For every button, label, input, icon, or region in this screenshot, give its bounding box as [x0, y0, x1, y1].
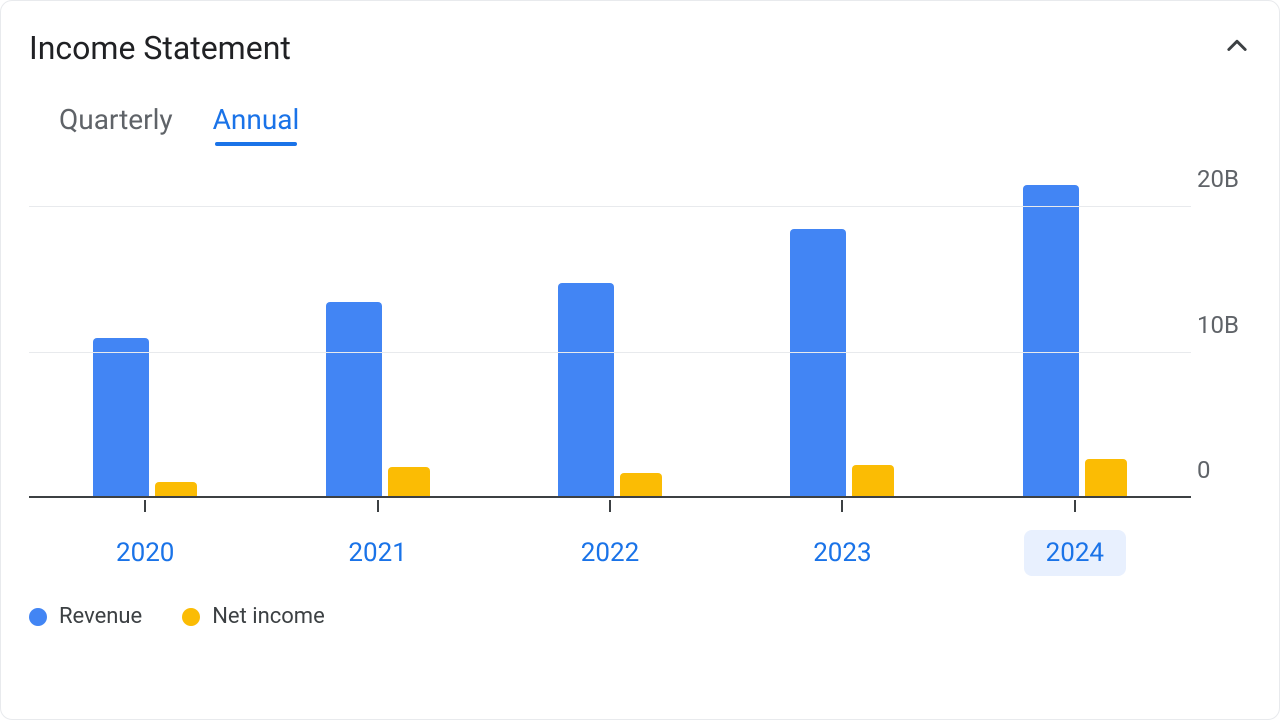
x-tick — [841, 500, 843, 512]
x-axis-labels: 2020 2021 2022 2023 2024 — [29, 530, 1191, 576]
bar-net-income[interactable] — [388, 467, 430, 498]
x-label-cell: 2022 — [494, 530, 726, 576]
year-label-2023[interactable]: 2023 — [791, 530, 893, 576]
x-tick — [144, 500, 146, 512]
y-tick-label: 0 — [1197, 456, 1251, 484]
bar-net-income[interactable] — [1085, 459, 1127, 498]
y-tick-label: 20B — [1197, 165, 1251, 193]
chevron-up-icon[interactable] — [1223, 32, 1251, 64]
x-label-cell: 2021 — [261, 530, 493, 576]
legend-swatch-netincome — [182, 608, 200, 626]
legend-item-revenue: Revenue — [29, 604, 142, 629]
x-label-cell: 2020 — [29, 530, 261, 576]
x-label-cell: 2024 — [959, 530, 1191, 576]
bar-groups — [29, 178, 1191, 498]
x-label-cell: 2023 — [726, 530, 958, 576]
income-chart: 0 10B 20B 2020 2021 2022 2023 2024 — [1, 168, 1279, 576]
card-title: Income Statement — [29, 29, 291, 67]
bar-revenue[interactable] — [326, 302, 382, 498]
legend-swatch-revenue — [29, 608, 47, 626]
tab-quarterly[interactable]: Quarterly — [59, 103, 173, 144]
gridline — [29, 352, 1191, 353]
x-tick — [1074, 500, 1076, 512]
bar-group — [959, 178, 1191, 498]
year-label-2021[interactable]: 2021 — [326, 530, 428, 576]
bar-revenue[interactable] — [558, 283, 614, 498]
gridline — [29, 206, 1191, 207]
x-tick — [377, 500, 379, 512]
income-statement-card: Income Statement Quarterly Annual 0 10B 20… — [0, 0, 1280, 720]
bar-net-income[interactable] — [620, 473, 662, 498]
year-label-2024[interactable]: 2024 — [1024, 530, 1126, 576]
bar-group — [29, 178, 261, 498]
x-tick — [609, 500, 611, 512]
tab-annual[interactable]: Annual — [213, 103, 300, 144]
bar-revenue[interactable] — [93, 338, 149, 498]
x-axis-line — [29, 496, 1191, 498]
bar-revenue[interactable] — [1023, 185, 1079, 498]
card-header: Income Statement — [1, 1, 1279, 83]
bar-group — [261, 178, 493, 498]
bar-revenue[interactable] — [790, 229, 846, 498]
legend-label-netincome: Net income — [212, 604, 325, 629]
period-tabs: Quarterly Annual — [1, 83, 1279, 168]
y-tick-label: 10B — [1197, 311, 1251, 339]
bar-net-income[interactable] — [852, 465, 894, 498]
bar-group — [494, 178, 726, 498]
legend-item-netincome: Net income — [182, 604, 325, 629]
year-label-2022[interactable]: 2022 — [559, 530, 661, 576]
legend-label-revenue: Revenue — [59, 604, 142, 629]
chart-legend: Revenue Net income — [1, 576, 1279, 629]
bar-group — [726, 178, 958, 498]
chart-plot-area: 010B20B — [29, 178, 1251, 498]
year-label-2020[interactable]: 2020 — [94, 530, 196, 576]
